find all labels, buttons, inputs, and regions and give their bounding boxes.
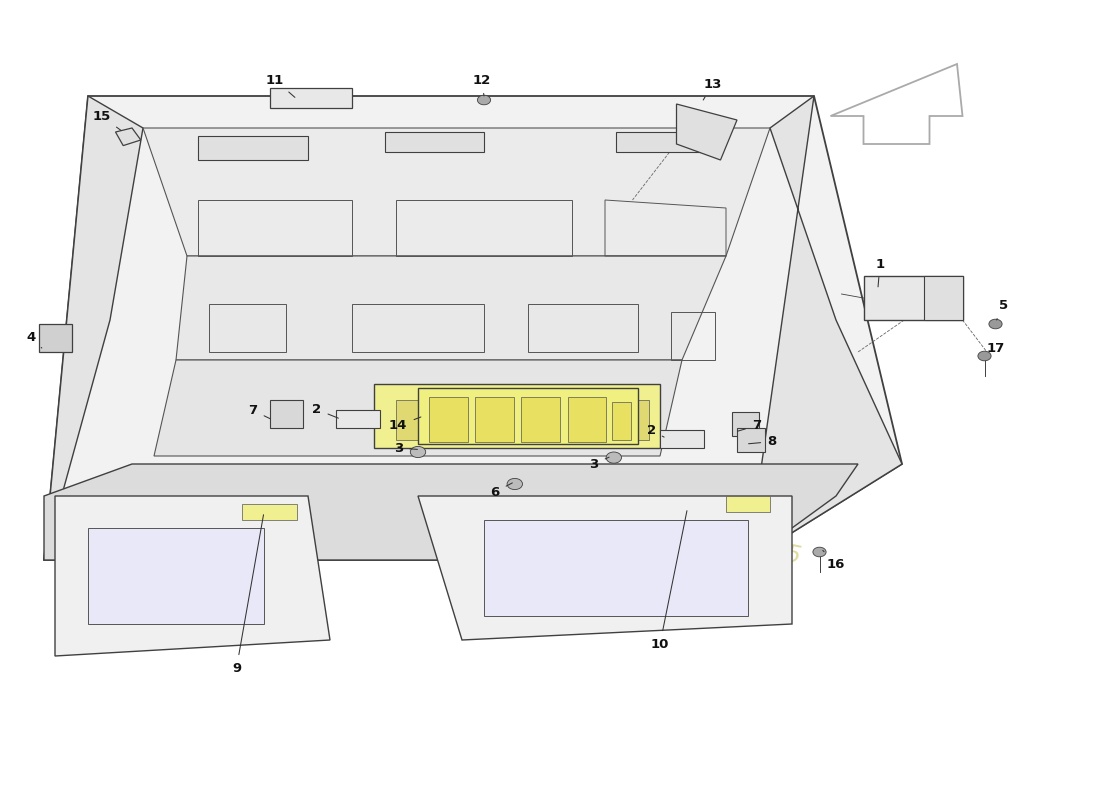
Polygon shape: [748, 96, 902, 560]
Bar: [864, 276, 962, 320]
Text: 6: 6: [491, 483, 513, 498]
Bar: [660, 430, 704, 448]
Polygon shape: [154, 360, 682, 456]
Polygon shape: [484, 520, 748, 616]
Text: a passion for parts: a passion for parts: [496, 420, 780, 508]
Text: 3: 3: [590, 457, 609, 470]
Text: 8: 8: [749, 435, 777, 448]
Text: 2: 2: [647, 424, 664, 437]
Polygon shape: [176, 256, 726, 360]
Bar: [451, 400, 495, 440]
Text: 1: 1: [876, 258, 884, 287]
Bar: [39, 324, 72, 352]
Text: 14: 14: [389, 417, 421, 432]
Text: 16: 16: [823, 550, 845, 570]
Bar: [385, 132, 484, 152]
Bar: [561, 400, 605, 440]
Circle shape: [978, 351, 991, 361]
Text: 17: 17: [987, 342, 1004, 354]
Bar: [737, 428, 764, 452]
Circle shape: [507, 478, 522, 490]
Polygon shape: [88, 528, 264, 624]
Bar: [616, 400, 649, 440]
Polygon shape: [44, 464, 858, 560]
Text: 9: 9: [232, 514, 264, 674]
Bar: [396, 400, 440, 440]
Text: 2: 2: [312, 403, 339, 418]
Text: 12: 12: [473, 74, 491, 96]
Bar: [336, 410, 380, 428]
Polygon shape: [55, 496, 330, 656]
Text: since 1985: since 1985: [671, 519, 803, 569]
Polygon shape: [44, 96, 143, 560]
Bar: [732, 412, 759, 436]
Text: 7: 7: [249, 404, 271, 418]
Bar: [429, 397, 468, 442]
Text: 3: 3: [394, 442, 417, 454]
Polygon shape: [44, 96, 902, 560]
Bar: [612, 402, 631, 440]
Text: 4: 4: [26, 331, 42, 348]
Polygon shape: [143, 128, 770, 256]
Polygon shape: [418, 496, 792, 640]
Bar: [568, 397, 606, 442]
Circle shape: [410, 446, 426, 458]
Bar: [270, 400, 302, 428]
Text: 5: 5: [997, 299, 1008, 320]
Bar: [616, 132, 715, 152]
Text: europes: europes: [405, 265, 871, 455]
Text: 7: 7: [737, 419, 761, 432]
Bar: [374, 384, 660, 448]
Text: 13: 13: [703, 78, 722, 100]
Polygon shape: [676, 104, 737, 160]
Bar: [242, 504, 297, 520]
Text: 11: 11: [266, 74, 295, 98]
Polygon shape: [116, 128, 141, 146]
Circle shape: [477, 95, 491, 105]
Text: 10: 10: [651, 510, 686, 650]
Bar: [726, 496, 770, 512]
Bar: [475, 397, 514, 442]
Bar: [198, 136, 308, 160]
Text: 15: 15: [92, 110, 121, 130]
Bar: [418, 388, 638, 444]
Circle shape: [606, 452, 621, 463]
Circle shape: [813, 547, 826, 557]
Bar: [506, 400, 550, 440]
Bar: [521, 397, 560, 442]
Bar: [270, 88, 352, 108]
Circle shape: [989, 319, 1002, 329]
Bar: [924, 276, 962, 320]
